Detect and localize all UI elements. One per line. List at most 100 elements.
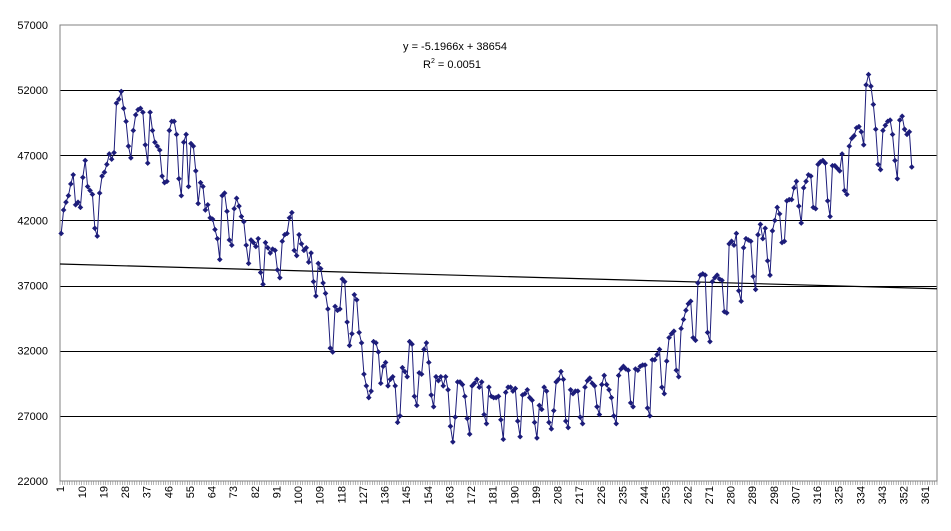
data-point <box>800 184 807 191</box>
data-point <box>822 160 829 166</box>
data-point <box>481 411 487 418</box>
data-point <box>156 147 163 153</box>
data-point <box>459 381 466 388</box>
y-tick-label: 57000 <box>17 20 48 32</box>
data-point <box>332 303 338 310</box>
data-point <box>750 273 757 280</box>
data-point <box>896 117 903 123</box>
x-tick-label: 91 <box>271 486 283 498</box>
data-point <box>288 209 295 216</box>
data-point <box>856 123 862 130</box>
data-point <box>368 388 375 394</box>
data-point <box>625 367 632 374</box>
data-point <box>130 127 137 134</box>
data-point <box>178 192 185 199</box>
data-point <box>183 131 190 138</box>
data-point <box>476 384 483 391</box>
data-point <box>827 213 833 220</box>
data-point <box>337 306 343 312</box>
data-point <box>361 371 367 378</box>
data-point <box>550 407 557 414</box>
data-point <box>96 190 103 196</box>
data-point <box>164 178 170 185</box>
data-point <box>671 328 677 335</box>
data-point <box>661 390 668 397</box>
x-tick-label: 352 <box>899 486 911 504</box>
data-point <box>610 412 617 419</box>
data-point <box>327 345 334 351</box>
data-point <box>574 388 581 394</box>
data-point <box>478 379 485 385</box>
data-point <box>190 143 197 150</box>
data-point <box>173 131 180 138</box>
data-point <box>868 83 874 90</box>
data-point <box>546 419 552 426</box>
x-tick-label: 280 <box>726 486 738 504</box>
data-point <box>471 380 478 387</box>
data-point <box>310 278 317 285</box>
x-tick-label: 307 <box>790 486 802 504</box>
data-point <box>106 151 113 157</box>
data-point <box>892 157 898 164</box>
data-point <box>411 393 418 400</box>
data-point <box>483 420 490 427</box>
data-point <box>433 373 439 380</box>
data-point <box>644 405 651 411</box>
data-point <box>125 143 132 150</box>
data-point <box>264 244 271 251</box>
data-point <box>111 149 117 156</box>
data-point <box>666 334 672 341</box>
data-point <box>382 359 389 366</box>
data-point <box>296 231 302 238</box>
data-point <box>87 187 93 194</box>
data-point <box>147 109 153 116</box>
data-point <box>466 431 473 437</box>
data-point <box>255 235 262 242</box>
data-point <box>577 414 584 421</box>
data-point <box>63 199 69 206</box>
data-point <box>308 250 314 256</box>
data-point <box>144 160 151 166</box>
data-point <box>209 216 216 223</box>
r-squared-value: = 0.0051 <box>435 59 481 71</box>
data-point <box>704 329 711 336</box>
y-tick-label: 52000 <box>17 85 48 97</box>
data-point <box>127 155 134 161</box>
data-point <box>197 179 204 186</box>
data-point <box>349 330 355 337</box>
x-tick-label: 226 <box>596 486 608 504</box>
data-point <box>399 364 406 371</box>
x-tick-label: 298 <box>769 486 781 504</box>
data-point <box>401 368 408 375</box>
trendline-line <box>59 263 938 290</box>
data-point <box>346 342 353 349</box>
data-point <box>759 235 766 242</box>
data-point <box>389 373 396 380</box>
data-point <box>231 205 238 212</box>
data-point <box>94 233 101 239</box>
data-point <box>844 191 850 198</box>
data-point <box>752 286 759 293</box>
data-point <box>851 132 857 139</box>
data-point <box>99 173 105 180</box>
data-point <box>413 402 420 409</box>
data-point <box>279 238 286 245</box>
x-tick-label: 118 <box>336 486 348 504</box>
data-point <box>627 399 634 406</box>
data-point <box>103 161 110 168</box>
data-point <box>558 368 564 375</box>
data-point <box>152 139 158 146</box>
data-point <box>512 385 519 392</box>
data-point <box>738 298 745 305</box>
y-tick-label: 27000 <box>17 411 48 423</box>
data-point <box>84 183 91 190</box>
data-point <box>594 403 600 410</box>
data-point <box>224 208 230 215</box>
data-point <box>216 256 223 263</box>
data-point <box>315 260 322 267</box>
data-point <box>634 367 641 374</box>
r-squared-label: R2 = 0.0051 <box>423 58 481 71</box>
data-point <box>860 141 867 148</box>
